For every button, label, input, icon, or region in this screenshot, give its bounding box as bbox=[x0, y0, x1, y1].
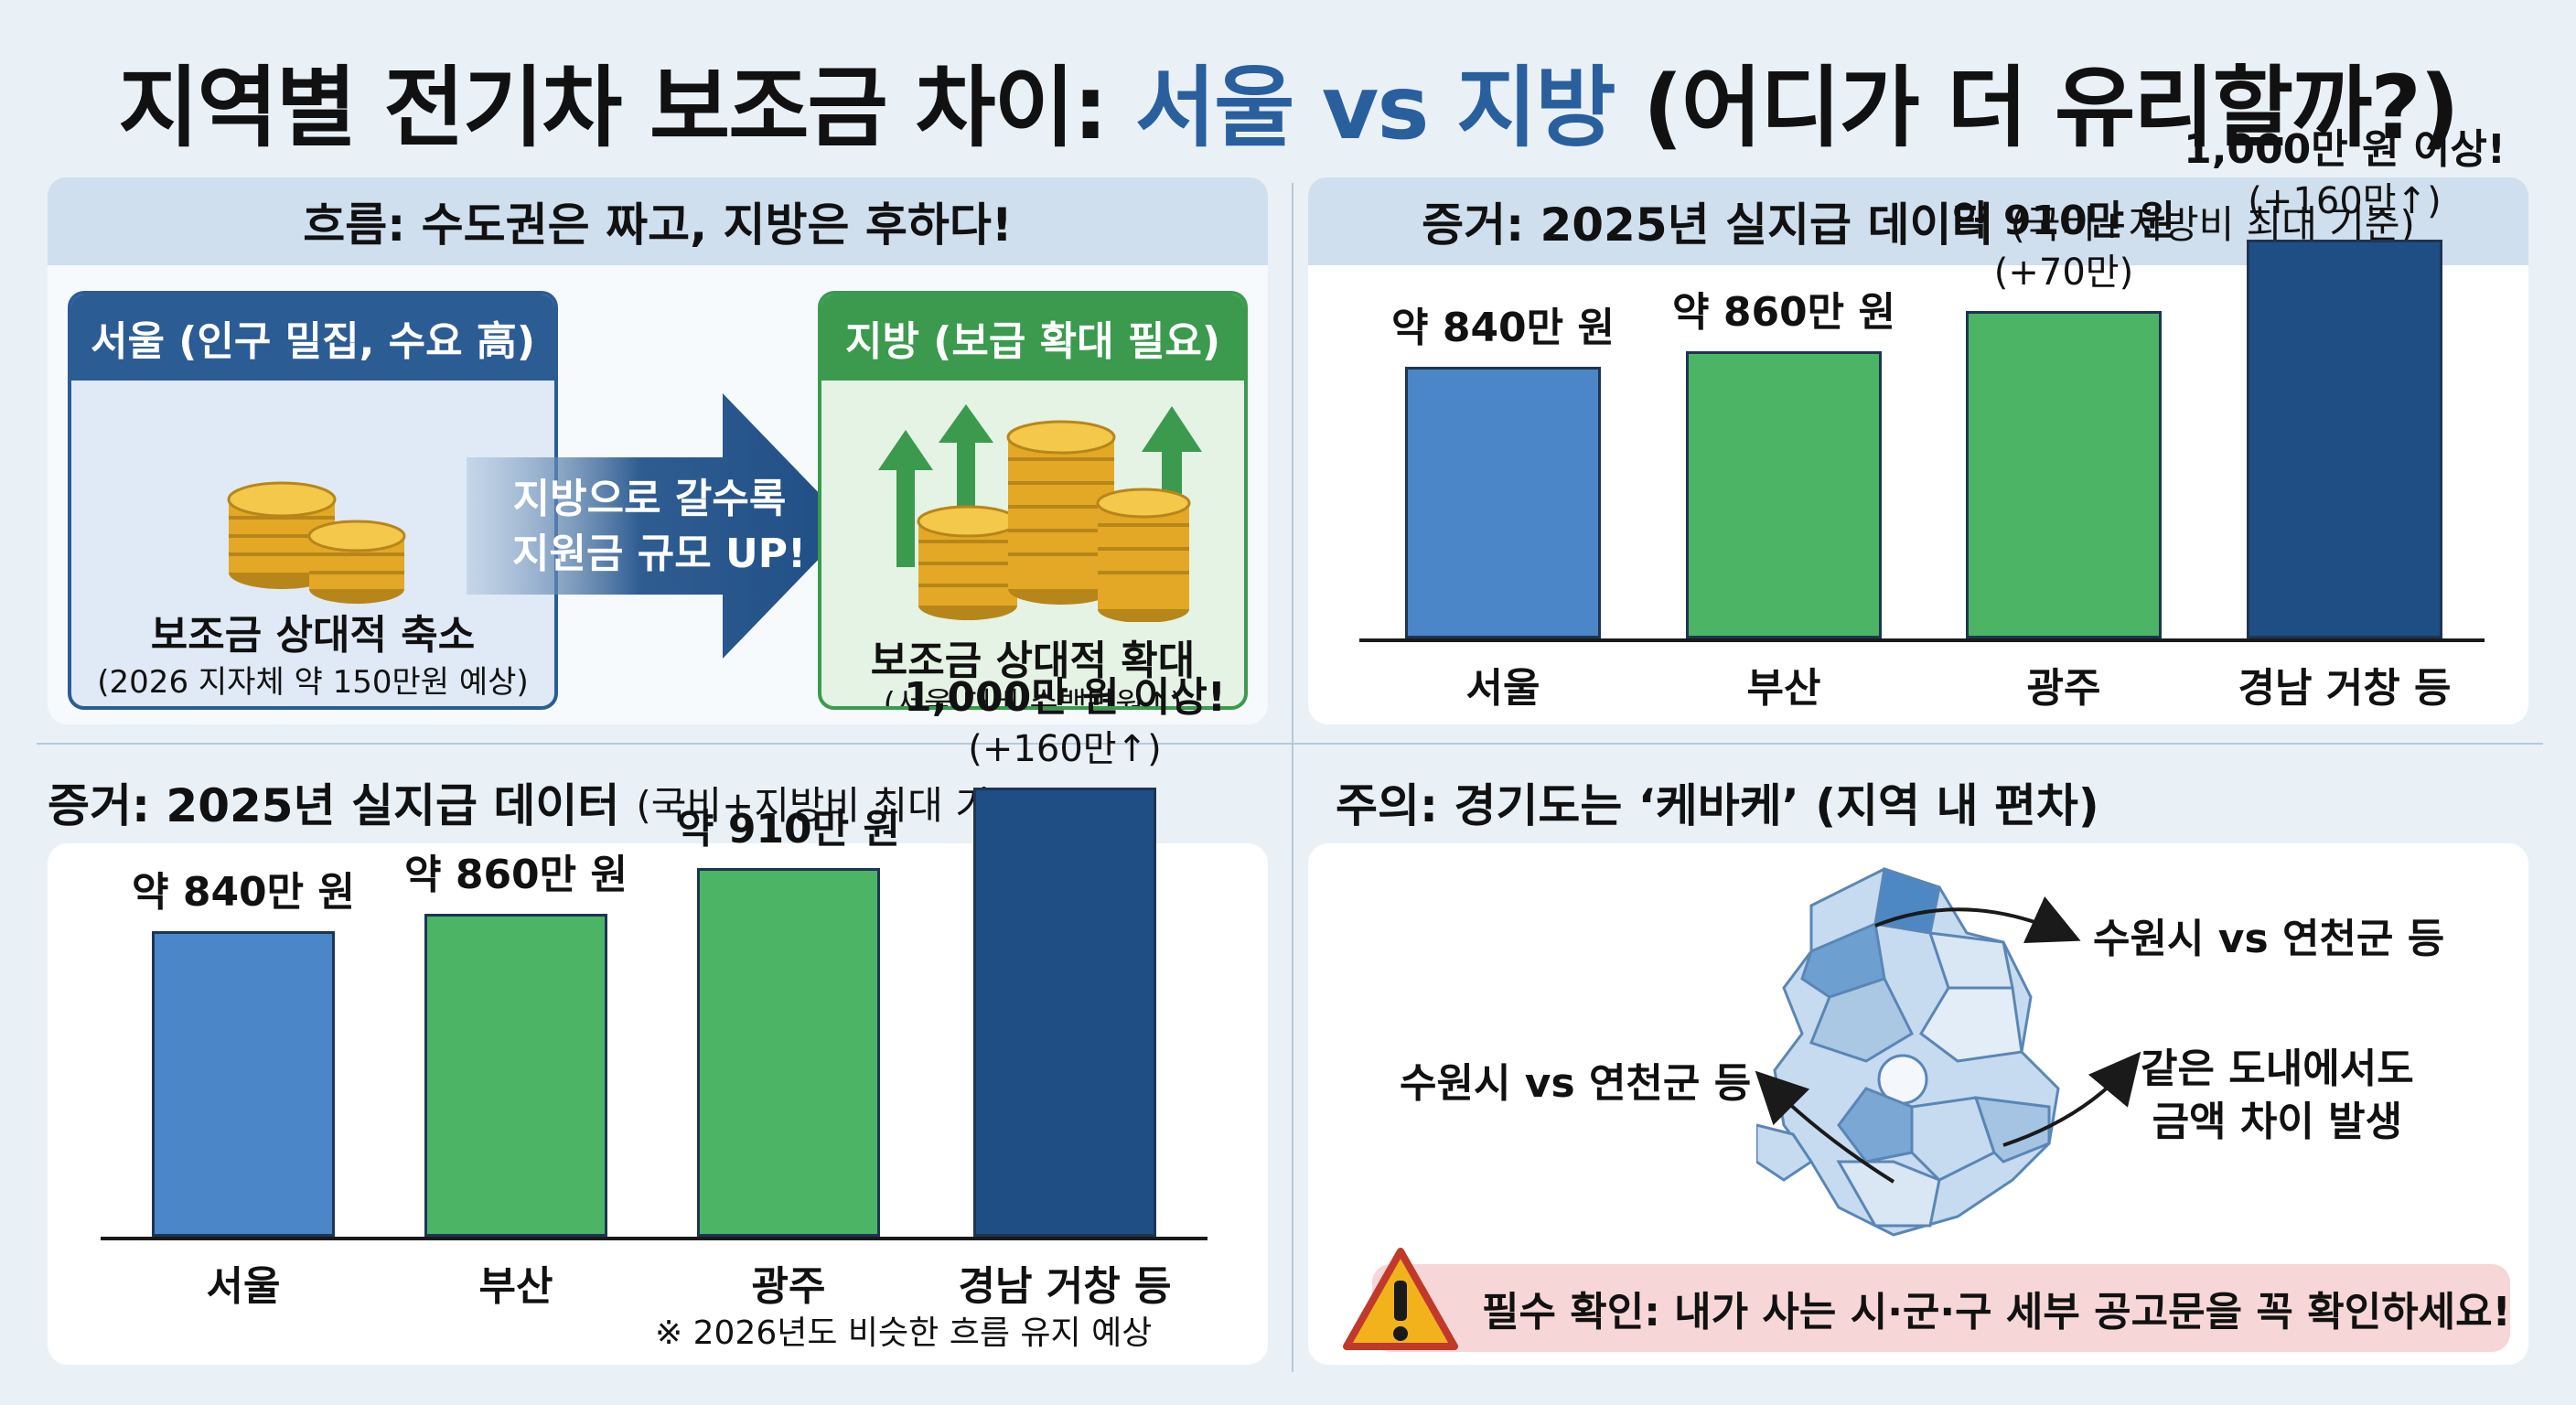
region-card-main: 보조금 상대적 확대 bbox=[870, 638, 1196, 684]
map-note-top: 수원시 vs 연천군 등 bbox=[2093, 916, 2445, 962]
chart-value-text: 1,000만 원 이상! bbox=[904, 674, 1226, 722]
chart-bar bbox=[152, 931, 335, 1237]
seoul-card-sub: (2026 지자체 약 150만원 예상) bbox=[97, 664, 529, 701]
chart-bar bbox=[697, 868, 880, 1237]
evidence-top-heading-text: 증거: 2025년 실지급 데이터 bbox=[1422, 198, 1994, 252]
chart-value-text: 약 910만 원 bbox=[677, 806, 900, 853]
caution-heading-text: 주의: 경기도는 ‘케바케’ (지역 내 편차) bbox=[1336, 779, 2099, 832]
chart-value-text: 1,000만 원 이상! bbox=[2184, 125, 2506, 173]
title-part1: 지역별 전기차 보조금 차이: bbox=[118, 57, 1135, 159]
map-connector-arrows bbox=[1755, 896, 2141, 1184]
flow-panel-heading: 흐름: 수도권은 짜고, 지방은 후하다! bbox=[48, 177, 1268, 265]
gyeonggi-map bbox=[1756, 867, 2060, 1237]
evidence-bottom-heading: 증거: 2025년 실지급 데이터 (국비+지방비 최대 기준) bbox=[48, 763, 1268, 842]
chart-category-label: 경남 거창 등 bbox=[958, 1263, 1172, 1310]
chart-value-label: 1,000만 원 이상! (+160만↑) bbox=[882, 672, 1248, 775]
coin-stack-b bbox=[1006, 420, 1116, 605]
warning-text: 필수 확인: 내가 사는 시·군·구 세부 공고문을 꼭 확인하세요! bbox=[1482, 1289, 2511, 1335]
up-arrow-left bbox=[878, 430, 933, 567]
region-card-sub: (서울 대비 수백만원↑) bbox=[883, 686, 1183, 710]
evidence-bottom-footnote: ※ 2026년도 비슷한 흐름 유지 예상 bbox=[655, 1314, 1153, 1352]
chart-value-label: 1,000만 원 이상! (+160만↑) bbox=[2162, 124, 2528, 227]
chart-bar bbox=[1966, 311, 2162, 638]
chart-annotation: (+160만↑) bbox=[968, 728, 1162, 771]
evidence-bottom-heading-text: 증거: 2025년 실지급 데이터 bbox=[48, 779, 620, 832]
region-card-heading: 지방 (보급 확대 필요) bbox=[821, 295, 1244, 381]
chart-category-label: 광주 bbox=[751, 1263, 826, 1310]
map-note-left: 수원시 vs 연천군 등 bbox=[1400, 1060, 1752, 1107]
map-note-right-line1: 같은 도내에서도 bbox=[2141, 1046, 2414, 1092]
chart-value-label: 약 860만 원 bbox=[333, 850, 699, 901]
region-card: 지방 (보급 확대 필요) bbox=[818, 291, 1248, 710]
warning-icon bbox=[1343, 1248, 1458, 1350]
chart-value-label: 약 840만 원 bbox=[60, 867, 426, 918]
map-note-right: 같은 도내에서도 금액 차이 발생 bbox=[2141, 1043, 2414, 1149]
chart-category-label: 경남 거창 등 bbox=[2238, 665, 2452, 712]
page-title: 지역별 전기차 보조금 차이: 서울 vs 지방 (어디가 더 유리할까?) bbox=[0, 37, 2576, 159]
title-part2: (어디가 더 유리할까?) bbox=[1614, 57, 2460, 159]
chart-annotation: (+70만) bbox=[1993, 252, 2134, 295]
arrow-right-icon bbox=[467, 393, 851, 659]
arrow-caption-line1: 지방으로 갈수록 bbox=[512, 476, 787, 522]
chart-category-label: 서울 bbox=[1465, 665, 1540, 712]
chart-value-label: 약 840만 원 bbox=[1320, 303, 1686, 354]
coin-stack-right bbox=[307, 520, 406, 604]
chart-bar bbox=[973, 788, 1156, 1237]
coin-stack-a bbox=[917, 505, 1019, 620]
chart-value-text: 약 860만 원 bbox=[1672, 288, 1895, 336]
chart-annotation: (+160만↑) bbox=[2248, 179, 2442, 222]
seoul-card-main: 보조금 상대적 축소 bbox=[150, 612, 476, 659]
chart-value-text: 약 840만 원 bbox=[132, 869, 355, 917]
chart-category-label: 부산 bbox=[478, 1263, 553, 1310]
chart-axis bbox=[101, 1237, 1208, 1240]
coin-stack-icon bbox=[227, 481, 406, 604]
evidence-top-heading: 증거: 2025년 실지급 데이터 (국비+지방비 최대 기준) bbox=[1308, 177, 2528, 265]
vertical-divider bbox=[1292, 183, 1293, 1372]
coin-stack-c bbox=[1096, 488, 1191, 622]
chart-value-text: 약 840만 원 bbox=[1391, 305, 1615, 352]
chart-bar bbox=[1405, 367, 1601, 638]
chart-bar bbox=[424, 913, 607, 1237]
flow-heading-text: 흐름: 수도권은 짜고, 지방은 후하다! bbox=[303, 198, 1013, 252]
map-note-right-line2: 금액 차이 발생 bbox=[2152, 1099, 2403, 1145]
warning-banner: 필수 확인: 내가 사는 시·군·구 세부 공고문을 꼭 확인하세요! bbox=[1372, 1264, 2511, 1352]
chart-bar bbox=[2247, 239, 2442, 638]
coins-rising-icon bbox=[878, 404, 1202, 622]
chart-value-label: 약 910만 원 bbox=[606, 804, 971, 855]
arrow-caption: 지방으로 갈수록 지원금 규모 UP! bbox=[512, 472, 807, 582]
chart-axis bbox=[1359, 638, 2485, 642]
chart-value-label: 약 910만 원 (+70만) bbox=[1881, 196, 2247, 298]
chart-value-text: 약 910만 원 bbox=[1952, 198, 2175, 245]
chart-category-label: 광주 bbox=[2026, 665, 2101, 712]
chart-category-label: 서울 bbox=[206, 1263, 281, 1310]
chart-category-label: 부산 bbox=[1746, 665, 1821, 712]
evidence-top-heading-sub: (국비+지방비 최대 기준) bbox=[2010, 201, 2415, 247]
title-accent: 서울 vs 지방 bbox=[1134, 57, 1616, 159]
chart-value-text: 약 860만 원 bbox=[404, 851, 628, 898]
chart-value-label: 약 860만 원 bbox=[1601, 287, 1967, 338]
seoul-card-heading: 서울 (인구 밀집, 수요 高) bbox=[71, 295, 554, 381]
caution-heading: 주의: 경기도는 ‘케바케’ (지역 내 편차) bbox=[1336, 763, 2525, 842]
chart-bar bbox=[1686, 350, 1882, 638]
horizontal-divider bbox=[37, 743, 2543, 745]
arrow-caption-line2: 지원금 규모 UP! bbox=[512, 531, 807, 577]
